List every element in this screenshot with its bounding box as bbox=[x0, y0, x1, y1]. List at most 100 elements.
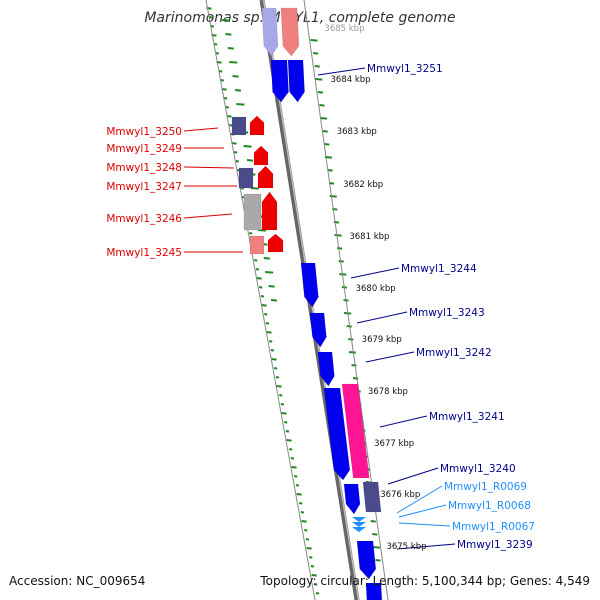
scale-tick-label: 3683 kbp bbox=[337, 127, 377, 137]
gc-skew-tick bbox=[312, 52, 319, 55]
gc-content-tick bbox=[305, 538, 310, 541]
gc-content-tick bbox=[220, 79, 225, 82]
gc-content-tick bbox=[249, 232, 253, 235]
gc-content-tick bbox=[284, 421, 288, 424]
forward-gene bbox=[261, 7, 279, 57]
gc-content-tick bbox=[280, 403, 285, 406]
label-leader-line bbox=[396, 485, 443, 514]
scale-tick-label: 3676 kbp bbox=[380, 490, 420, 500]
gc-skew-tick bbox=[265, 271, 274, 274]
trna-gene bbox=[352, 527, 366, 532]
gc-skew-tick bbox=[270, 299, 278, 302]
forward-gene bbox=[343, 483, 361, 515]
trna-gene bbox=[352, 522, 366, 527]
reverse-gene bbox=[257, 165, 274, 189]
gc-content-tick bbox=[274, 367, 278, 370]
gene-label-mmwyl1_3249: Mmwyl1_3249 bbox=[106, 143, 182, 155]
gc-content-tick bbox=[213, 43, 218, 46]
gene-label-mmwyl1_3244: Mmwyl1_3244 bbox=[401, 263, 477, 275]
label-leader-line bbox=[350, 267, 400, 279]
gene-label-mmwyl1_3243: Mmwyl1_3243 bbox=[409, 307, 485, 319]
label-leader-line bbox=[387, 467, 439, 485]
gc-skew-tick bbox=[375, 559, 381, 562]
gene-label-mmwyl1_3250: Mmwyl1_3250 bbox=[106, 126, 182, 138]
gc-content-tick bbox=[290, 457, 295, 460]
gc-content-tick bbox=[294, 475, 298, 478]
map-title: Marinomonas sp. MWYL1, complete genome bbox=[144, 10, 456, 26]
gene-label-mmwyl1_3245: Mmwyl1_3245 bbox=[106, 247, 182, 259]
scale-tick-label: 3680 kbp bbox=[356, 284, 396, 294]
gc-content-tick bbox=[260, 295, 265, 298]
gc-content-tick bbox=[309, 556, 313, 559]
gc-skew-tick bbox=[246, 159, 254, 162]
scale-tick-label: 3682 kbp bbox=[343, 180, 383, 190]
forward-gene bbox=[356, 540, 377, 580]
forward-gene bbox=[309, 312, 327, 348]
gc-content-tick bbox=[289, 448, 293, 451]
gc-skew-tick bbox=[351, 364, 357, 367]
label-leader-line bbox=[183, 166, 235, 169]
reverse-gene bbox=[280, 7, 300, 57]
gene-label-mmwyl1_r0069: Mmwyl1_R0069 bbox=[444, 481, 527, 493]
gc-content-tick bbox=[275, 376, 280, 379]
outer-track-left bbox=[205, 0, 316, 600]
gc-content-tick bbox=[225, 106, 230, 109]
label-leader-line bbox=[317, 67, 366, 76]
gc-content-tick bbox=[300, 511, 305, 514]
gc-content-tick bbox=[311, 574, 317, 577]
gc-skew-tick bbox=[338, 260, 344, 263]
gc-skew-tick bbox=[372, 546, 380, 549]
gc-skew-tick bbox=[225, 33, 232, 36]
gc-skew-tick bbox=[324, 143, 330, 146]
gc-skew-tick bbox=[257, 229, 267, 232]
gc-content-tick bbox=[255, 268, 260, 271]
scale-tick-label: 3684 kbp bbox=[331, 75, 371, 85]
gc-content-tick bbox=[310, 565, 315, 568]
genome-summary-text: Topology: circular; Length: 5,100,344 bp… bbox=[260, 574, 590, 588]
gc-skew-tick bbox=[268, 285, 275, 288]
label-leader-line bbox=[379, 415, 428, 428]
gc-content-tick bbox=[296, 493, 302, 496]
rrna-gene bbox=[341, 383, 370, 479]
gene-label-mmwyl1_r0067: Mmwyl1_R0067 bbox=[452, 521, 535, 533]
gc-content-tick bbox=[301, 520, 307, 523]
gene-label-mmwyl1_3246: Mmwyl1_3246 bbox=[106, 213, 182, 225]
forward-gene bbox=[323, 387, 351, 481]
gc-content-tick bbox=[265, 322, 270, 325]
gc-content-tick bbox=[304, 529, 308, 532]
gc-skew-tick bbox=[336, 247, 343, 250]
scale-tick-label: 3677 kbp bbox=[374, 439, 414, 449]
label-leader-line bbox=[396, 543, 456, 550]
reverse-gene bbox=[261, 191, 278, 231]
gene-label-mmwyl1_3240: Mmwyl1_3240 bbox=[440, 463, 516, 475]
gc-content-tick bbox=[208, 16, 213, 19]
gc-content-tick bbox=[254, 259, 258, 262]
gc-content-tick bbox=[285, 430, 290, 433]
trna-gene bbox=[352, 517, 366, 522]
gc-content-tick bbox=[228, 124, 233, 127]
gc-content-tick bbox=[210, 25, 215, 28]
gc-skew-tick bbox=[329, 195, 337, 198]
gc-content-tick bbox=[266, 331, 272, 334]
label-leader-line bbox=[356, 311, 408, 324]
forward-gene bbox=[270, 59, 289, 103]
gc-content-tick bbox=[306, 547, 312, 550]
gc-skew-tick bbox=[315, 78, 323, 81]
reverse-gene bbox=[253, 145, 269, 166]
gc-skew-tick bbox=[320, 117, 328, 120]
gc-content-tick bbox=[261, 304, 267, 307]
gc-content-tick bbox=[314, 583, 318, 586]
gc-skew-tick bbox=[334, 234, 342, 237]
gc-content-tick bbox=[233, 151, 238, 154]
accession-text: Accession: NC_009654 bbox=[9, 574, 146, 588]
gc-skew-tick bbox=[317, 91, 324, 94]
gc-skew-tick bbox=[263, 257, 270, 260]
gc-content-tick bbox=[315, 592, 320, 595]
forward-gene bbox=[317, 351, 335, 387]
gc-content-tick bbox=[215, 52, 220, 55]
gc-skew-tick bbox=[227, 47, 234, 50]
gc-skew-tick bbox=[232, 75, 239, 78]
gc-content-tick bbox=[286, 439, 292, 442]
gene-label-mmwyl1_3247: Mmwyl1_3247 bbox=[106, 181, 182, 193]
